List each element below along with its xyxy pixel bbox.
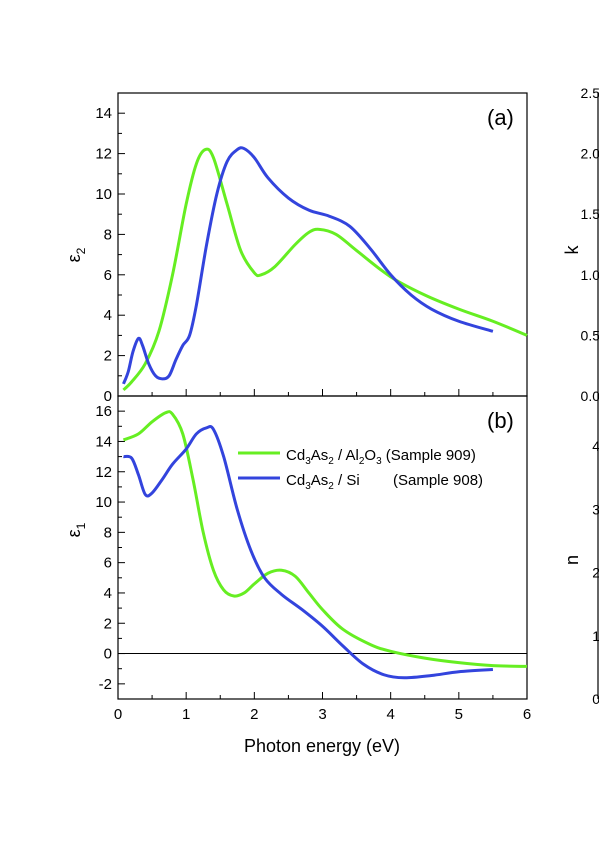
panel-b-ylabel-subscript: 1 [74,522,88,529]
k-tick-label: 1.5 [581,206,599,222]
panel-a-curves [122,146,528,392]
y-tick-label: 6 [104,555,112,572]
k-tick-label: 0.0 [581,388,599,404]
k-tick-label: 2.0 [581,146,599,162]
n-tick-label: 4 [592,438,599,454]
series-line-a-0 [122,147,528,392]
k-tick-label: 1.0 [581,267,599,283]
svg-text:ε2: ε2 [64,247,88,262]
y-tick-label: 12 [95,464,112,481]
y-tick-label: 12 [95,146,112,163]
series-line-b-1 [123,424,494,680]
panel-b-ylabel-symbol: ε [64,529,84,537]
y-tick-label: 14 [95,105,112,122]
panel-a-label: (a) [487,105,514,130]
n-tick-labels: 4 3 2 1 0 [592,438,599,707]
y-tick-label: -2 [99,676,112,693]
y-tick-label: 10 [95,186,112,203]
y-tick-label: 8 [104,226,112,243]
y-tick-label: 10 [95,494,112,511]
y-tick-label: 4 [104,585,112,602]
n-axis-label: n [562,555,582,565]
legend-label-si: Cd3As2 / Si [286,472,360,492]
panel-a-y-axis-label: ε2 [64,247,88,262]
series-line-a-1 [122,146,494,385]
y-tick-label: 14 [95,433,112,450]
legend-label-al2o3: Cd3As2 / Al2O3 (Sample 909) [286,447,476,467]
panel-a-ylabel-symbol: ε [64,254,84,262]
series-line-b-0 [122,410,528,668]
k-tick-labels: 2.5 2.0 1.5 1.0 0.5 0.0 [581,85,599,404]
panel-b-label: (b) [487,408,514,433]
panel-b-x-ticks: 0 1 2 3 4 5 6 [114,706,531,723]
x-tick-label: 4 [386,706,394,723]
n-tick-label: 0 [592,691,599,707]
k-axis-label: k [562,245,582,255]
panel-b-y-ticks: -2 0 2 4 6 8 10 12 14 16 [95,403,528,699]
y-tick-label: 2 [104,348,112,365]
right-panels-cropped: 2.5 2.0 1.5 1.0 0.5 0.0 4 3 2 1 0 k n [562,85,599,707]
legend-label-si-sample: (Sample 908) [393,472,483,489]
n-tick-label: 2 [592,565,599,581]
y-tick-label: 0 [104,388,112,405]
y-tick-label: 4 [104,307,112,324]
x-tick-label: 3 [318,706,326,723]
x-tick-label: 5 [455,706,463,723]
panel-a-ylabel-subscript: 2 [74,247,88,254]
k-tick-label: 0.5 [581,327,599,343]
x-tick-label: 6 [523,706,531,723]
x-axis-label: Photon energy (eV) [244,736,400,756]
legend: Cd3As2 / Al2O3 (Sample 909) Cd3As2 / Si … [238,447,483,492]
x-tick-label: 1 [182,706,190,723]
k-tick-label: 2.5 [581,85,599,101]
panel-b-curves [122,410,528,680]
n-tick-label: 3 [592,501,599,517]
y-tick-label: 8 [104,524,112,541]
y-tick-label: 6 [104,267,112,284]
panel-b-y-axis-label: ε1 [64,522,88,537]
y-tick-label: 2 [104,615,112,632]
y-tick-label: 0 [104,646,112,663]
panel-a-y-ticks: 0 2 4 6 8 10 12 14 [95,105,528,405]
x-tick-label: 0 [114,706,122,723]
x-tick-label: 2 [250,706,258,723]
y-tick-label: 16 [95,403,112,420]
n-tick-label: 1 [592,628,599,644]
svg-text:ε1: ε1 [64,522,88,537]
